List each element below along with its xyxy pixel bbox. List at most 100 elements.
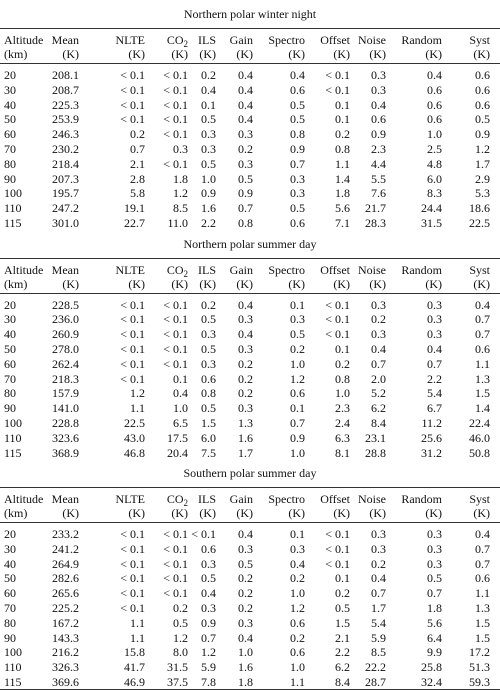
cell: 0.4: [427, 68, 442, 82]
cell: 90: [4, 171, 16, 186]
section-title: Northern polar winter night: [183, 7, 317, 21]
cell: 0.3: [290, 541, 305, 556]
rule: [0, 487, 500, 488]
column-header: Random: [401, 492, 442, 506]
cell: 1.3: [475, 601, 490, 615]
text: Mean: [51, 262, 79, 277]
cell: 0.2: [290, 341, 305, 356]
cell: < 0.1: [120, 556, 145, 571]
cell: < 0.1: [163, 312, 188, 327]
column-header: Syst: [469, 263, 490, 277]
cell: 167.2: [52, 615, 79, 630]
cell: 110: [4, 430, 22, 445]
rule: [0, 292, 500, 294]
cell: < 0.1: [163, 97, 188, 112]
cell: 0.6: [427, 112, 442, 127]
cell: 216.2: [52, 645, 79, 660]
cell: 4.8: [427, 156, 442, 171]
cell: 0.2: [201, 297, 216, 312]
cell: 23.1: [365, 430, 386, 445]
cell: 80: [4, 386, 16, 401]
text: NLTE: [115, 262, 145, 277]
cell: 0.7: [475, 312, 490, 327]
cell: 218.3: [52, 371, 79, 386]
text: Random: [401, 492, 442, 506]
text: Noise: [358, 33, 386, 47]
cell: 0.2: [335, 586, 350, 601]
cell: < 0.1: [163, 327, 188, 342]
cell: 5.6: [427, 615, 442, 630]
cell: 230.2: [52, 142, 79, 156]
cell: 1.6: [238, 430, 253, 445]
cell: 31.5: [421, 216, 442, 230]
cell: 0.3: [427, 312, 442, 327]
cell: 1.2: [173, 630, 188, 645]
cell: 0.1: [335, 112, 350, 127]
column-header: Mean: [52, 263, 79, 277]
column-unit: (K): [425, 506, 442, 520]
column-unit: (K): [473, 276, 490, 291]
cell: 0.6: [475, 82, 490, 97]
cell: 0.1: [173, 371, 188, 386]
cell: 0.5: [238, 556, 253, 571]
cell: 0.3: [427, 297, 442, 312]
cell: 369.6: [52, 675, 79, 689]
text: Spectro: [268, 492, 305, 506]
cell: 253.9: [52, 112, 79, 127]
cell: 5.3: [475, 186, 490, 201]
cell: < 0.1: [120, 327, 145, 342]
cell: 0.3: [371, 82, 386, 97]
cell: 0.7: [371, 586, 386, 601]
text: CO: [166, 33, 184, 47]
cell: 1.0: [201, 171, 216, 186]
cell: < 0.1: [120, 112, 145, 127]
cell: 0.6: [290, 82, 305, 97]
cell: 43.0: [124, 430, 145, 445]
text: CO: [166, 492, 184, 506]
cell: 2.2: [201, 216, 216, 230]
cell: 1.0: [290, 660, 305, 675]
cell: 5.5: [371, 171, 386, 186]
cell: 1.2: [290, 371, 305, 386]
cell: 0.6: [201, 371, 216, 386]
cell: 40: [4, 97, 16, 112]
cell: < 0.1: [120, 297, 145, 312]
cell: 0.4: [290, 556, 305, 571]
cell: 8.4: [335, 675, 350, 689]
column-unit: (K): [425, 276, 442, 291]
cell: 50: [4, 571, 16, 586]
cell: 0.7: [290, 156, 305, 171]
cell: 0.1: [290, 297, 305, 312]
cell: 0.1: [290, 527, 305, 541]
cell: 51.3: [469, 660, 490, 675]
cell: 0.4: [371, 341, 386, 356]
cell: 50.8: [469, 445, 490, 460]
cell: 0.6: [475, 341, 490, 356]
cell: 1.7: [371, 601, 386, 615]
cell: < 0.1: [163, 356, 188, 371]
cell: 236.0: [52, 312, 79, 327]
cell: 2.2: [335, 645, 350, 660]
cell: 0.5: [335, 601, 350, 615]
cell: < 0.1: [120, 68, 145, 82]
cell: 0.4: [290, 68, 305, 82]
column-unit: (K): [128, 506, 145, 520]
cell: 0.2: [290, 571, 305, 586]
cell: 0.3: [173, 142, 188, 156]
cell: 207.3: [52, 171, 79, 186]
cell: 0.2: [130, 127, 145, 142]
cell: 100: [4, 186, 22, 201]
cell: 37.5: [167, 675, 188, 689]
cell: 0.6: [475, 68, 490, 82]
column-unit: (K): [199, 276, 216, 291]
column-header: Altitude: [4, 33, 43, 47]
cell: 0.8: [335, 371, 350, 386]
column-header: Altitude: [4, 263, 43, 277]
cell: 0.9: [475, 127, 490, 142]
cell: 0.7: [427, 356, 442, 371]
cell: 11.0: [167, 216, 188, 230]
text: Altitude: [4, 262, 44, 277]
text: Noise: [358, 492, 386, 506]
cell: 1.1: [290, 675, 305, 689]
